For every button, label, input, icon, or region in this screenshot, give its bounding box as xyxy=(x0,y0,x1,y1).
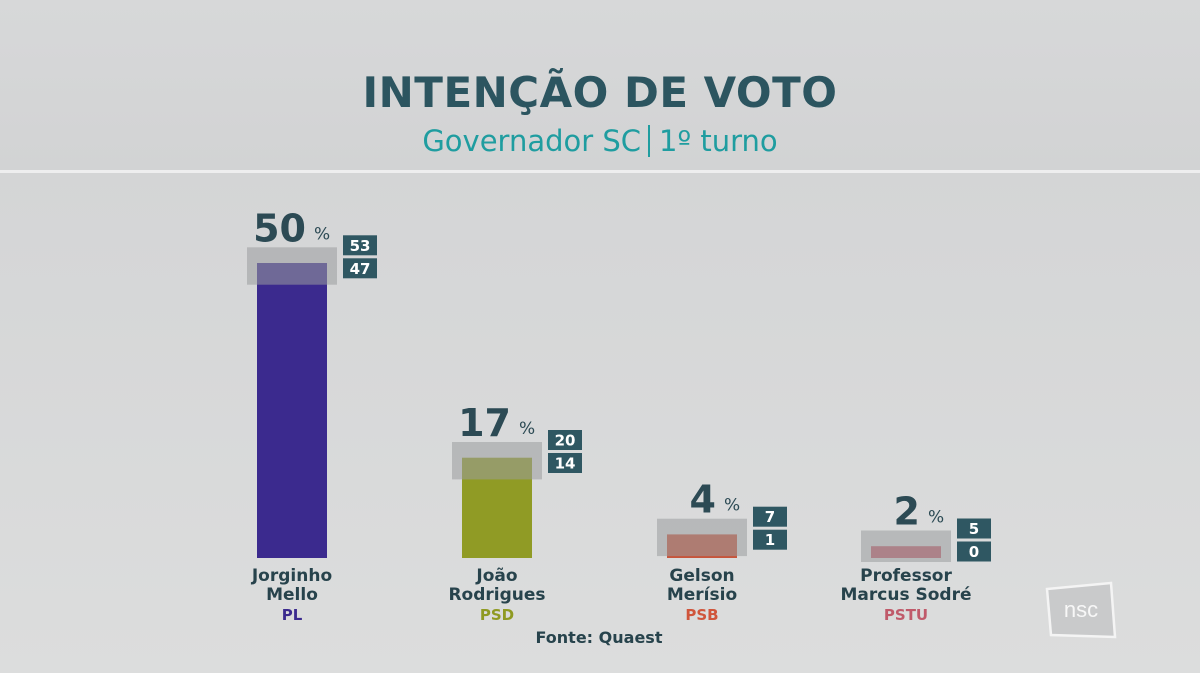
candidate-name-2-line-1: Merísio xyxy=(667,585,737,605)
error-band-0 xyxy=(247,247,337,285)
lower-value-3: 0 xyxy=(969,543,979,561)
header-divider xyxy=(0,170,1200,173)
candidate-name-2-line-0: Gelson xyxy=(669,566,734,586)
upper-value-2: 7 xyxy=(765,508,775,526)
error-band-2 xyxy=(657,518,747,557)
subtitle-round: 1º turno xyxy=(659,124,778,158)
lower-box-2 xyxy=(753,529,787,550)
error-band-3 xyxy=(861,530,951,562)
candidate-name-3-line-1: Marcus Sodré xyxy=(841,585,972,605)
chart-subtitle: Governador SC 1º turno xyxy=(0,124,1200,158)
percent-sign-2: % xyxy=(724,496,740,516)
lower-value-0: 47 xyxy=(350,260,371,278)
percent-sign-1: % xyxy=(519,419,535,439)
lower-box-1 xyxy=(548,453,582,473)
upper-box-2 xyxy=(753,506,787,527)
value-label-1: 17 xyxy=(458,401,511,445)
nsc-logo: nsc xyxy=(1045,581,1117,639)
value-label-2: 4 xyxy=(690,478,716,522)
candidate-name-1-line-1: Rodrigues xyxy=(448,585,545,605)
candidate-name-0-line-1: Mello xyxy=(266,585,318,605)
upper-value-3: 5 xyxy=(969,520,979,538)
candidate-name-3-line-0: Professor xyxy=(860,566,952,586)
subtitle-office: Governador SC xyxy=(422,124,642,158)
party-label-2: PSB xyxy=(685,606,718,624)
logo-text: nsc xyxy=(1064,597,1098,622)
party-label-1: PSD xyxy=(480,606,514,624)
percent-sign-3: % xyxy=(928,508,944,528)
percent-sign-0: % xyxy=(314,224,330,244)
lower-box-3 xyxy=(957,541,991,562)
source-note: Fonte: Quaest xyxy=(0,628,1200,647)
candidate-name-1-line-0: João xyxy=(475,566,517,586)
chart-title: INTENÇÃO DE VOTO xyxy=(362,68,838,117)
error-band-1 xyxy=(452,442,542,480)
upper-value-0: 53 xyxy=(350,237,371,255)
value-label-0: 50 xyxy=(253,206,306,250)
value-label-3: 2 xyxy=(894,490,920,534)
upper-box-1 xyxy=(548,430,582,450)
upper-box-3 xyxy=(957,518,991,539)
party-label-3: PSTU xyxy=(884,606,928,624)
candidate-name-0-line-0: Jorginho xyxy=(251,566,332,586)
party-label-0: PL xyxy=(282,606,303,624)
subtitle-separator xyxy=(648,125,651,157)
lower-value-1: 14 xyxy=(555,455,576,473)
upper-box-0 xyxy=(343,235,377,256)
bar-0 xyxy=(257,263,327,558)
header-band xyxy=(0,0,1200,170)
lower-box-0 xyxy=(343,258,377,279)
lower-value-2: 1 xyxy=(765,531,775,549)
source-text: Fonte: Quaest xyxy=(535,628,663,647)
upper-value-1: 20 xyxy=(555,432,576,450)
